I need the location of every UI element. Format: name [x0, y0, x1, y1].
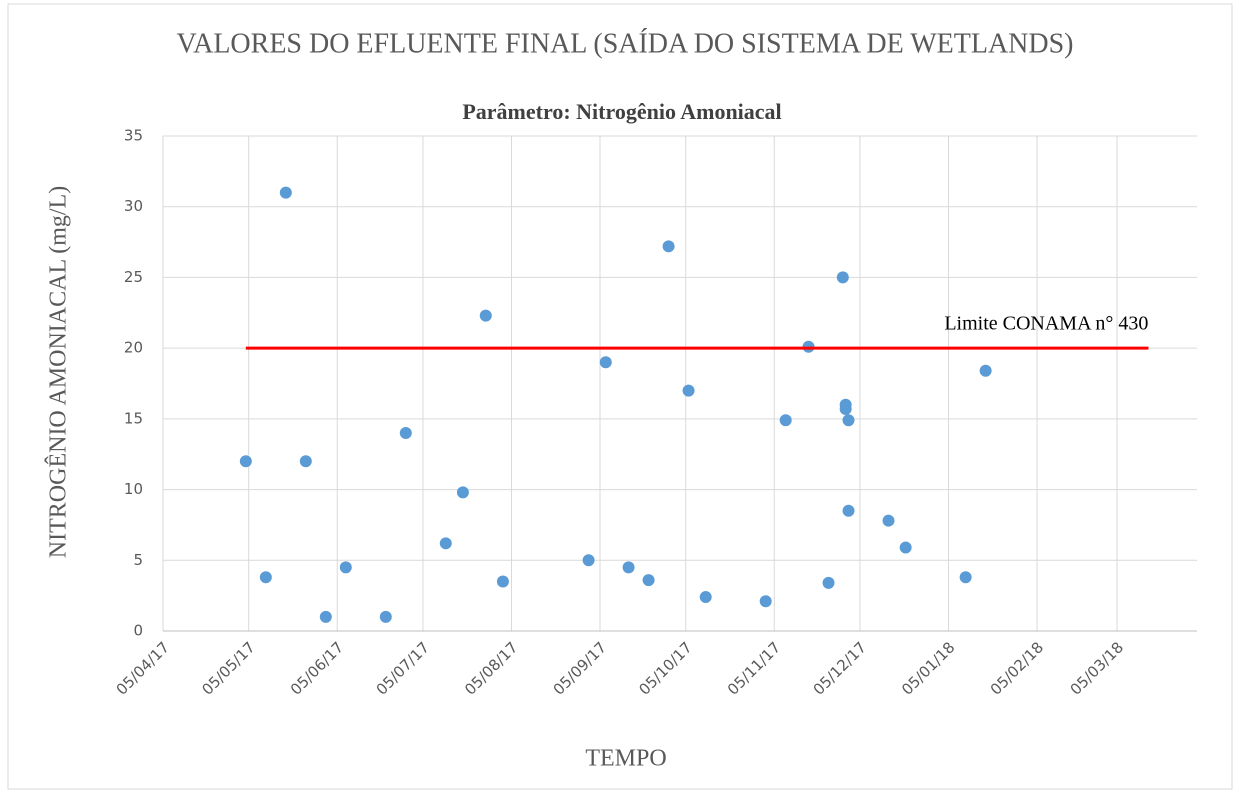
point	[839, 402, 852, 415]
point	[682, 384, 695, 397]
limit-label: Limite CONAMA n° 430	[944, 313, 1148, 335]
y-tick-label: 0	[133, 622, 143, 640]
point	[842, 414, 855, 427]
point	[699, 591, 712, 604]
y-tick-label: 30	[124, 197, 143, 215]
point	[899, 541, 912, 554]
point	[239, 455, 252, 468]
y-axis-label: NITROGÊNIO AMONIACAL (mg/L)	[46, 186, 72, 558]
point	[259, 571, 272, 584]
point	[399, 427, 412, 439]
point	[279, 186, 292, 199]
point	[479, 309, 492, 322]
chart-subtitle: Parâmetro: Nitrogênio Amoniacal	[462, 99, 781, 124]
point	[582, 554, 595, 567]
point	[822, 576, 835, 589]
x-axis-label: TEMPO	[585, 746, 666, 772]
y-tick-label: 15	[124, 409, 143, 427]
point	[379, 610, 392, 623]
point	[642, 574, 655, 587]
point	[299, 455, 312, 468]
point	[882, 514, 895, 527]
point	[779, 414, 792, 427]
point	[979, 364, 992, 377]
point	[622, 561, 635, 574]
y-tick-label: 25	[124, 268, 143, 286]
point	[339, 561, 352, 574]
point	[759, 595, 772, 608]
chart-title: VALORES DO EFLUENTE FINAL (SAÍDA DO SIST…	[176, 28, 1073, 59]
point	[662, 240, 675, 253]
point	[836, 271, 849, 284]
y-tick-label: 10	[124, 480, 143, 498]
point	[959, 571, 972, 584]
point	[496, 575, 509, 588]
point	[319, 610, 332, 623]
point	[842, 504, 855, 517]
y-tick-label: 5	[133, 551, 143, 569]
y-tick-label: 20	[124, 339, 143, 357]
chart-frame	[7, 3, 1233, 790]
point	[456, 486, 469, 499]
y-tick-label: 35	[124, 127, 143, 145]
point	[599, 356, 612, 369]
point	[439, 537, 452, 550]
